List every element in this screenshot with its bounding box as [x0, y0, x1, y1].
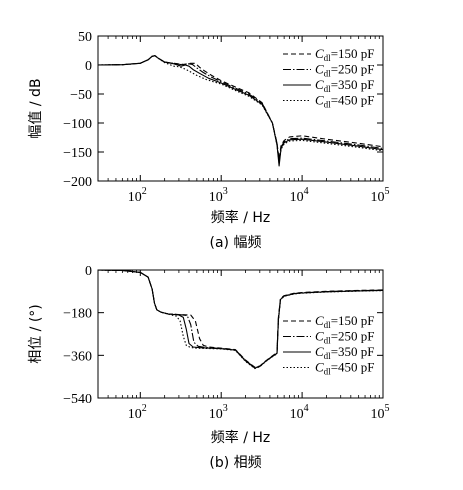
legend-value: =150 pF	[331, 313, 375, 328]
legend-subscript: dl	[324, 100, 332, 110]
x-tick-label-base: 10	[371, 407, 385, 422]
legend-entry: Cdl=350 pF	[315, 344, 375, 361]
legend-subscript: dl	[324, 351, 332, 361]
x-tick-label: 105	[371, 403, 390, 422]
figure-caption: (a) 幅频	[210, 235, 262, 251]
legend-value: =150 pF	[331, 46, 375, 61]
legend-entry: Cdl=350 pF	[315, 77, 375, 94]
legend-subscript: dl	[324, 320, 332, 330]
x-tick-label: 102	[128, 186, 147, 205]
plot-frame	[97, 269, 384, 399]
x-tick-label-exponent: 2	[142, 403, 147, 414]
x-tick-label-base: 10	[209, 190, 223, 205]
series-line-4	[98, 55, 383, 165]
legend-value: =250 pF	[331, 62, 375, 77]
y-tick-label: 0	[85, 59, 92, 74]
legend-symbol: C	[315, 344, 324, 359]
y-tick-label: −360	[63, 349, 92, 364]
series-line-3	[98, 55, 383, 167]
legend-symbol: C	[315, 93, 324, 108]
x-tick-label-exponent: 5	[385, 186, 390, 197]
x-tick-label-exponent: 2	[142, 186, 147, 197]
legend-symbol: C	[315, 313, 324, 328]
series-line-4	[98, 270, 383, 370]
y-tick-label: 0	[85, 264, 92, 279]
x-tick-label-exponent: 4	[304, 186, 309, 197]
legend-value: =350 pF	[331, 77, 375, 92]
x-tick-label: 103	[209, 403, 228, 422]
legend-value: =350 pF	[331, 344, 375, 359]
y-axis-label: 相位 / (°)	[28, 304, 44, 364]
x-tick-label: 103	[209, 186, 228, 205]
y-tick-label: 50	[78, 30, 92, 45]
x-tick-label-exponent: 3	[223, 403, 228, 414]
x-tick-label-exponent: 3	[223, 186, 228, 197]
x-tick-label-exponent: 5	[385, 403, 390, 414]
y-tick-label: −150	[63, 146, 92, 161]
legend-symbol: C	[315, 329, 324, 344]
x-axis-label: 频率 / Hz	[211, 209, 271, 226]
legend-subscript: dl	[324, 336, 332, 346]
legend-entry: Cdl=250 pF	[315, 62, 375, 79]
legend-symbol: C	[315, 62, 324, 77]
legend-entry: Cdl=450 pF	[315, 93, 375, 110]
legend-subscript: dl	[324, 69, 332, 79]
x-tick-label: 104	[290, 403, 309, 422]
legend-entry: Cdl=250 pF	[315, 329, 375, 346]
y-tick-label: −200	[63, 175, 92, 190]
x-axis-label: 频率 / Hz	[211, 429, 271, 446]
legend-subscript: dl	[324, 53, 332, 63]
x-tick-label: 104	[290, 186, 309, 205]
y-tick-label: −540	[63, 392, 92, 407]
legend-symbol: C	[315, 77, 324, 92]
y-tick-label: −100	[63, 117, 92, 132]
x-tick-label: 105	[371, 186, 390, 205]
legend-symbol: C	[315, 46, 324, 61]
y-tick-label: −180	[63, 307, 92, 322]
legend-symbol: C	[315, 360, 324, 375]
x-tick-label-base: 10	[209, 407, 223, 422]
legend-entry: Cdl=150 pF	[315, 313, 375, 330]
x-tick-label-base: 10	[371, 190, 385, 205]
legend-entry: Cdl=450 pF	[315, 360, 375, 377]
x-tick-label-base: 10	[128, 190, 142, 205]
legend-value: =450 pF	[331, 93, 375, 108]
legend-value: =450 pF	[331, 360, 375, 375]
y-tick-label: −50	[70, 88, 92, 103]
legend-subscript: dl	[324, 84, 332, 94]
legend-value: =250 pF	[331, 329, 375, 344]
x-tick-label-base: 10	[128, 407, 142, 422]
figure-caption: (b) 相频	[209, 455, 261, 471]
x-tick-label: 102	[128, 403, 147, 422]
plot-frame	[97, 35, 384, 182]
y-axis-label: 幅值 / dB	[28, 78, 44, 138]
legend-entry: Cdl=150 pF	[315, 46, 375, 63]
legend-subscript: dl	[324, 367, 332, 377]
x-tick-label-base: 10	[290, 407, 304, 422]
x-tick-label-base: 10	[290, 190, 304, 205]
x-tick-label-exponent: 4	[304, 403, 309, 414]
